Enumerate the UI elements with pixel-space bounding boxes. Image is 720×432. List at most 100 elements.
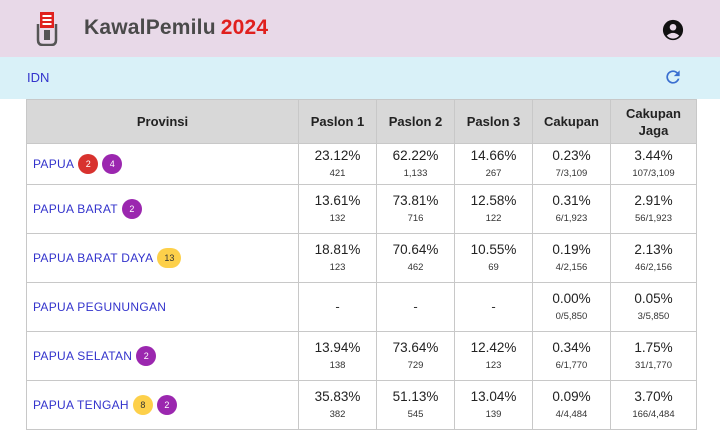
cakupan-count: 6/1,770 [555, 359, 588, 371]
cakupan-jaga-cell: 0.05% 3/5,850 [610, 282, 697, 332]
cakupan-percent: 0.23% [552, 147, 591, 163]
cakupan-percent: 0.34% [552, 339, 591, 355]
header-provinsi[interactable]: Provinsi [26, 99, 299, 144]
paslon-1-cell: 18.81% 123 [298, 233, 377, 283]
paslon-1-cell: 23.12% 421 [298, 143, 377, 185]
header-cakupan[interactable]: Cakupan [532, 99, 611, 144]
paslon-3-empty: - [491, 299, 496, 314]
breadcrumb-root-link[interactable]: IDN [27, 70, 50, 85]
table-row: PAPUA SELATAN 2 13.94% 138 73.64% 729 12.42% 12… [26, 331, 697, 381]
province-link[interactable]: PAPUA SELATAN [33, 349, 133, 363]
cakupan-count: 0/5,850 [555, 310, 588, 322]
paslon-3-cell: 13.04% 139 [454, 380, 533, 430]
paslon-3-count: 267 [485, 167, 502, 179]
issue-badge-red[interactable]: 2 [78, 154, 99, 174]
paslon-1-cell: 13.94% 138 [298, 331, 377, 381]
cakupan-jaga-count: 31/1,770 [635, 359, 672, 371]
cakupan-jaga-count: 56/1,923 [635, 212, 672, 224]
issue-badge-purple[interactable]: 4 [102, 154, 123, 174]
province-link[interactable]: PAPUA [33, 157, 75, 171]
paslon-1-count: 138 [329, 359, 346, 371]
cakupan-cell: 0.34% 6/1,770 [532, 331, 611, 381]
cakupan-jaga-cell: 2.91% 56/1,923 [610, 184, 697, 234]
paslon-2-percent: 70.64% [392, 241, 439, 257]
cakupan-count: 4/2,156 [555, 261, 588, 273]
breadcrumb-bar: IDN [0, 57, 720, 99]
header-cakupan-jaga-line2: Jaga [638, 122, 669, 138]
issue-badge-yellow[interactable]: 8 [132, 395, 153, 415]
cakupan-cell: 0.31% 6/1,923 [532, 184, 611, 234]
cakupan-cell: 0.09% 4/4,484 [532, 380, 611, 430]
app-title[interactable]: KawalPemilu 2024 [84, 16, 268, 40]
paslon-1-percent: 13.94% [314, 339, 361, 355]
ballot-box-icon[interactable] [36, 12, 58, 46]
header-paslon-1[interactable]: Paslon 1 [298, 99, 377, 144]
paslon-1-cell: - [298, 282, 377, 332]
paslon-3-percent: 14.66% [470, 147, 517, 163]
issue-badge-purple[interactable]: 2 [156, 395, 177, 415]
account-circle-icon[interactable] [662, 19, 684, 41]
paslon-2-cell: 62.22% 1,133 [376, 143, 455, 185]
paslon-1-count: 382 [329, 408, 346, 420]
table-row: PAPUA 2 4 23.12% 421 62.22% 1,133 14.66% 267 0.23… [26, 143, 697, 185]
paslon-2-count: 462 [407, 261, 424, 273]
app-name: KawalPemilu [84, 16, 216, 39]
province-link[interactable]: PAPUA BARAT [33, 202, 118, 216]
app-year: 2024 [220, 16, 269, 39]
header-cakupan-jaga[interactable]: Cakupan Jaga [610, 99, 697, 144]
paslon-2-cell: 51.13% 545 [376, 380, 455, 430]
province-link[interactable]: PAPUA BARAT DAYA [33, 251, 154, 265]
paslon-2-count: 545 [407, 408, 424, 420]
cakupan-percent: 0.09% [552, 388, 591, 404]
paslon-1-percent: 18.81% [314, 241, 361, 257]
cakupan-jaga-percent: 2.91% [634, 192, 673, 208]
table-row: PAPUA BARAT DAYA 13 18.81% 123 70.64% 462 10.5… [26, 233, 697, 283]
issue-badge-yellow[interactable]: 13 [157, 248, 182, 268]
paslon-3-cell: 12.42% 123 [454, 331, 533, 381]
table-row: PAPUA TENGAH 8 2 35.83% 382 51.13% 545 13.04% 13… [26, 380, 697, 430]
app-header: KawalPemilu 2024 [0, 0, 720, 57]
paslon-3-percent: 10.55% [470, 241, 517, 257]
paslon-2-cell: - [376, 282, 455, 332]
cakupan-jaga-cell: 3.44% 107/3,109 [610, 143, 697, 185]
paslon-3-count: 139 [485, 408, 502, 420]
header-paslon-3[interactable]: Paslon 3 [454, 99, 533, 144]
paslon-2-count: 1,133 [403, 167, 428, 179]
paslon-2-percent: 62.22% [392, 147, 439, 163]
paslon-1-count: 421 [329, 167, 346, 179]
province-cell: PAPUA SELATAN 2 [26, 331, 299, 381]
cakupan-jaga-count: 107/3,109 [632, 167, 675, 179]
paslon-3-count: 123 [485, 359, 502, 371]
paslon-2-cell: 73.81% 716 [376, 184, 455, 234]
cakupan-count: 7/3,109 [555, 167, 588, 179]
paslon-2-percent: 73.81% [392, 192, 439, 208]
refresh-icon[interactable] [663, 67, 683, 87]
cakupan-jaga-percent: 0.05% [634, 290, 673, 306]
cakupan-percent: 0.00% [552, 290, 591, 306]
cakupan-jaga-percent: 3.70% [634, 388, 673, 404]
issue-badge-purple[interactable]: 2 [136, 346, 157, 366]
province-link[interactable]: PAPUA PEGUNUNGAN [33, 299, 167, 314]
table-row: PAPUA PEGUNUNGAN - - - 0.00% 0/5,850 0.05% 3/5,… [26, 282, 697, 332]
cakupan-jaga-count: 166/4,484 [632, 408, 675, 420]
paslon-2-empty: - [413, 299, 418, 314]
province-cell: PAPUA TENGAH 8 2 [26, 380, 299, 430]
cakupan-cell: 0.00% 0/5,850 [532, 282, 611, 332]
paslon-3-cell: 14.66% 267 [454, 143, 533, 185]
paslon-1-count: 132 [329, 212, 346, 224]
cakupan-jaga-percent: 3.44% [634, 147, 673, 163]
cakupan-count: 6/1,923 [555, 212, 588, 224]
cakupan-cell: 0.23% 7/3,109 [532, 143, 611, 185]
paslon-2-count: 729 [407, 359, 424, 371]
cakupan-jaga-count: 3/5,850 [637, 310, 670, 322]
issue-badge-purple[interactable]: 2 [121, 199, 142, 219]
cakupan-jaga-cell: 1.75% 31/1,770 [610, 331, 697, 381]
paslon-3-cell: 10.55% 69 [454, 233, 533, 283]
paslon-1-cell: 13.61% 132 [298, 184, 377, 234]
province-cell: PAPUA BARAT 2 [26, 184, 299, 234]
paslon-1-percent: 35.83% [314, 388, 361, 404]
header-paslon-2[interactable]: Paslon 2 [376, 99, 455, 144]
paslon-1-percent: 23.12% [314, 147, 361, 163]
paslon-2-percent: 73.64% [392, 339, 439, 355]
province-link[interactable]: PAPUA TENGAH [33, 398, 129, 412]
